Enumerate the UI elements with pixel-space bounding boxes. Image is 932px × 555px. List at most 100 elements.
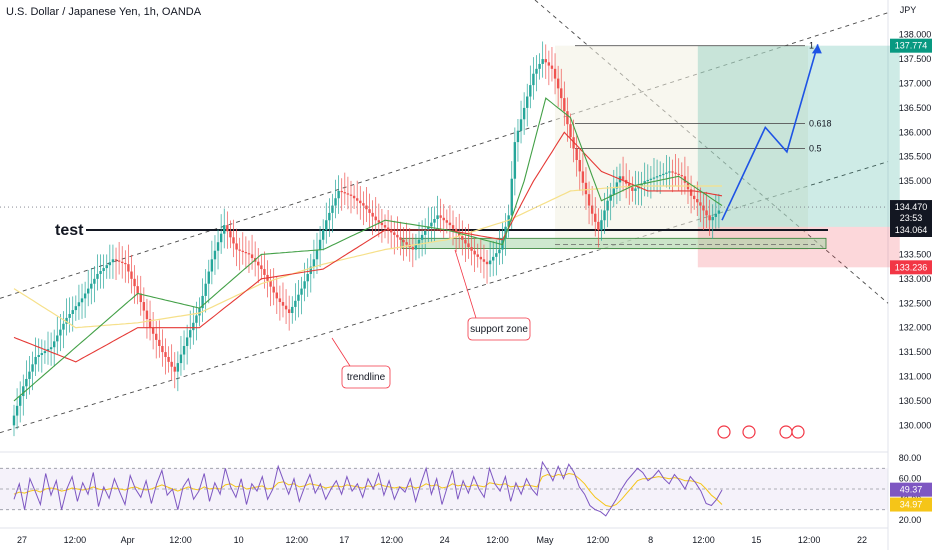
candle-body bbox=[281, 302, 285, 306]
candle-body bbox=[396, 234, 399, 238]
candle-body bbox=[151, 327, 155, 334]
candle-body bbox=[250, 254, 254, 259]
candle-body bbox=[461, 236, 464, 240]
candle-body bbox=[476, 254, 479, 257]
candle-body bbox=[46, 349, 50, 352]
candle-body bbox=[99, 271, 102, 274]
candle-body bbox=[340, 190, 343, 193]
candle-body bbox=[117, 260, 121, 262]
candle-body bbox=[201, 295, 204, 309]
candle-body bbox=[93, 278, 96, 284]
candle-body bbox=[260, 265, 263, 270]
candle-body bbox=[640, 183, 643, 187]
candle-body bbox=[207, 271, 210, 284]
candle-body bbox=[71, 310, 74, 314]
ema-fast-line bbox=[13, 97, 723, 402]
candle-body bbox=[300, 288, 303, 295]
candle-body bbox=[615, 182, 619, 189]
candle-body bbox=[133, 278, 136, 287]
candle-body bbox=[223, 225, 226, 234]
rsi-value-label-text: 49.37 bbox=[900, 485, 923, 495]
price-tick-label-6: 135.000 bbox=[899, 176, 932, 186]
candle-body bbox=[185, 337, 189, 346]
candle-body bbox=[423, 230, 427, 235]
candle-body bbox=[389, 230, 393, 233]
candle-body bbox=[368, 209, 371, 213]
support-zone-callout-box bbox=[467, 317, 531, 341]
candle-body bbox=[179, 354, 183, 364]
fib-area bbox=[555, 45, 808, 251]
candle-body bbox=[538, 63, 541, 69]
candle-body bbox=[479, 256, 483, 260]
rsi-line bbox=[13, 460, 723, 517]
support-zone-rect bbox=[401, 237, 827, 249]
candle-body bbox=[708, 215, 711, 221]
candle-body bbox=[621, 176, 625, 180]
candle-body bbox=[343, 192, 347, 194]
candle-body bbox=[717, 210, 721, 214]
candle-body bbox=[195, 315, 198, 323]
candle-body bbox=[420, 234, 424, 240]
ema-mid-line bbox=[13, 131, 723, 363]
candle-body bbox=[442, 217, 445, 221]
time-tick-label-8: 24 bbox=[440, 535, 450, 545]
candle-body bbox=[590, 205, 594, 214]
support-zone-callout-pointer bbox=[454, 249, 477, 319]
candle-body bbox=[563, 98, 566, 112]
candle-body bbox=[488, 260, 492, 265]
candle-body bbox=[275, 292, 278, 299]
candle-body bbox=[65, 317, 68, 324]
candle-body bbox=[553, 68, 557, 79]
price-tick-label-16: 130.000 bbox=[899, 420, 932, 430]
price-tick-label-9: 133.500 bbox=[899, 249, 932, 259]
candle-body bbox=[328, 212, 331, 221]
candle-body bbox=[182, 345, 186, 355]
candle-body bbox=[87, 288, 90, 294]
candle-body bbox=[142, 302, 146, 311]
candle-body bbox=[198, 308, 201, 316]
candle-body bbox=[702, 205, 705, 211]
candle-body bbox=[40, 353, 44, 356]
candle-body bbox=[485, 261, 489, 265]
event-icon-1 bbox=[742, 425, 756, 439]
candle-body bbox=[269, 280, 272, 287]
candle-body bbox=[309, 266, 313, 274]
candle-body bbox=[439, 215, 442, 218]
candle-body bbox=[148, 319, 152, 328]
candle-body bbox=[167, 356, 170, 362]
candle-body bbox=[572, 137, 575, 149]
rsi-tick-label-0: 80.00 bbox=[899, 453, 922, 463]
candle-body bbox=[674, 172, 677, 174]
price-tick-label-4: 136.000 bbox=[899, 127, 932, 137]
price-label-entry-bg bbox=[890, 223, 932, 237]
rsi-signal-line bbox=[13, 472, 723, 508]
candle-body bbox=[689, 189, 693, 196]
candle-body bbox=[526, 96, 529, 108]
candle-body bbox=[176, 363, 180, 372]
candle-body bbox=[399, 237, 402, 240]
candle-body bbox=[519, 119, 523, 131]
candle-body bbox=[603, 210, 606, 221]
price-tick-label-14: 131.000 bbox=[899, 372, 932, 382]
candle-body bbox=[105, 265, 108, 269]
time-tick-label-13: 12:00 bbox=[692, 535, 715, 545]
candle-body bbox=[155, 333, 158, 340]
candle-body bbox=[257, 261, 260, 266]
candle-body bbox=[458, 232, 461, 237]
candle-body bbox=[516, 130, 520, 143]
candle-body bbox=[362, 203, 365, 206]
candle-body bbox=[600, 220, 603, 230]
candle-body bbox=[547, 62, 551, 66]
candle-body bbox=[714, 213, 718, 217]
fib-level-label-2: 0.5 bbox=[809, 143, 822, 153]
candle-body bbox=[560, 88, 563, 99]
time-tick-label-11: 12:00 bbox=[587, 535, 610, 545]
time-tick-label-7: 12:00 bbox=[381, 535, 404, 545]
candle-body bbox=[566, 111, 569, 125]
candle-body bbox=[680, 175, 684, 177]
candle-body bbox=[569, 124, 572, 138]
candle-body bbox=[210, 259, 214, 272]
candle-body bbox=[513, 142, 517, 179]
candle-body bbox=[646, 179, 649, 182]
